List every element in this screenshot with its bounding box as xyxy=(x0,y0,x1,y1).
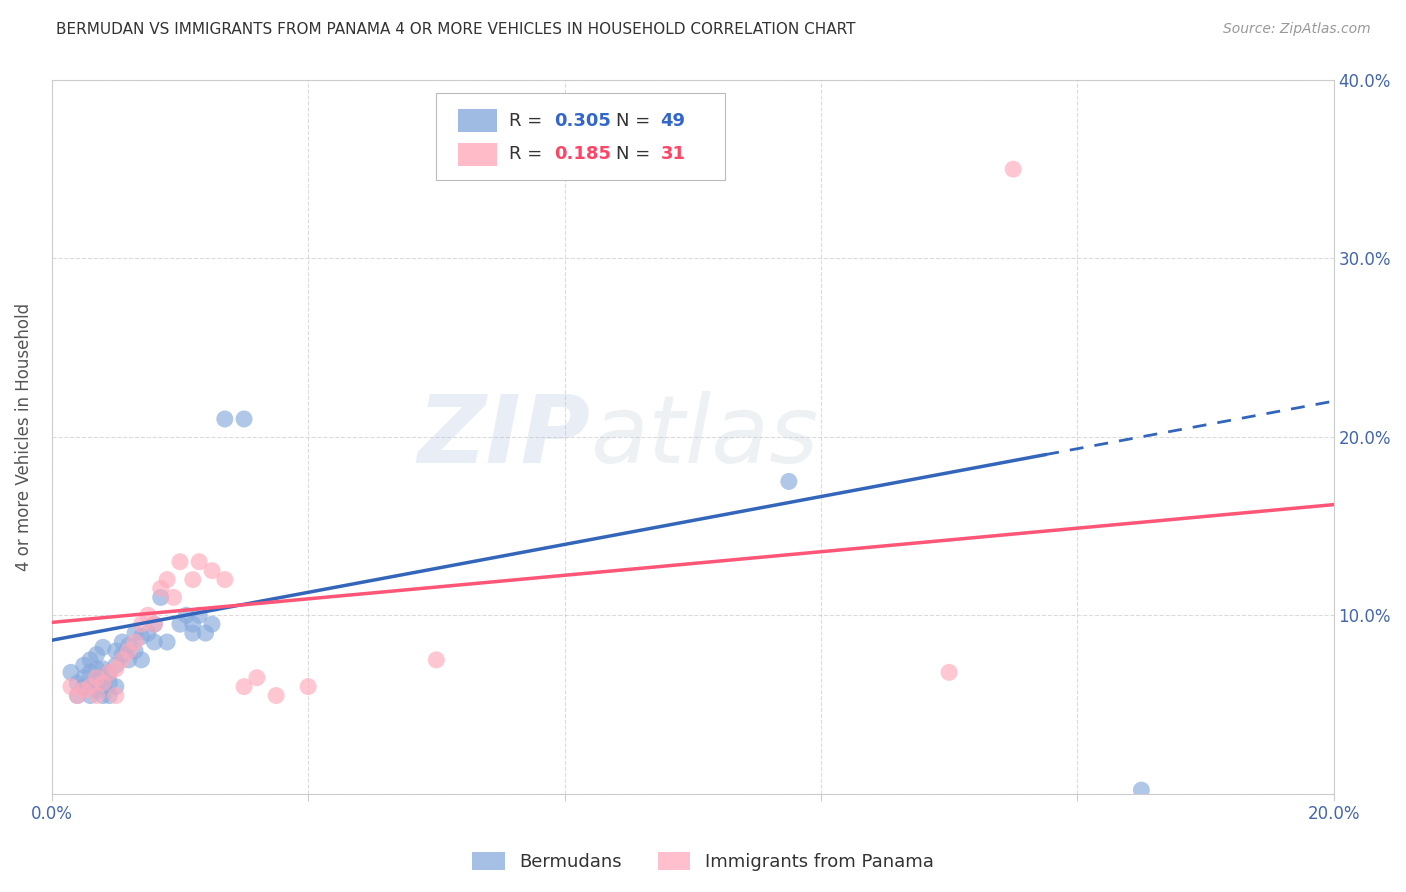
Point xyxy=(104,644,127,658)
Text: 31: 31 xyxy=(661,145,686,163)
Text: 49: 49 xyxy=(661,112,686,129)
Point xyxy=(162,591,184,605)
Point xyxy=(143,617,166,632)
Point xyxy=(136,608,159,623)
Point xyxy=(73,683,96,698)
Point xyxy=(118,639,141,653)
Text: 0.185: 0.185 xyxy=(554,145,612,163)
Point xyxy=(73,658,96,673)
Point xyxy=(176,608,198,623)
Point xyxy=(201,564,224,578)
Text: R =: R = xyxy=(509,145,548,163)
Point xyxy=(98,665,121,680)
Point xyxy=(181,626,204,640)
Point xyxy=(233,680,256,694)
Point xyxy=(1002,162,1025,177)
Point xyxy=(149,582,172,596)
Point xyxy=(104,658,127,673)
Point xyxy=(79,665,101,680)
Point xyxy=(233,412,256,426)
Legend: Bermudans, Immigrants from Panama: Bermudans, Immigrants from Panama xyxy=(465,845,941,879)
Text: atlas: atlas xyxy=(591,392,818,483)
Text: ZIP: ZIP xyxy=(418,391,591,483)
Point xyxy=(59,665,82,680)
Point xyxy=(111,648,134,662)
Text: N =: N = xyxy=(616,112,655,129)
Point xyxy=(79,689,101,703)
Point xyxy=(73,680,96,694)
Point xyxy=(156,573,179,587)
Point xyxy=(91,689,114,703)
Point xyxy=(118,644,141,658)
Point xyxy=(111,653,134,667)
Point xyxy=(201,617,224,632)
Point xyxy=(104,662,127,676)
Point xyxy=(118,653,141,667)
Point xyxy=(79,680,101,694)
Text: R =: R = xyxy=(509,112,548,129)
Point xyxy=(66,676,89,690)
Point xyxy=(169,617,191,632)
Point xyxy=(131,630,153,644)
Bar xyxy=(458,109,496,132)
Point xyxy=(143,617,166,632)
Point xyxy=(66,689,89,703)
Text: Source: ZipAtlas.com: Source: ZipAtlas.com xyxy=(1223,22,1371,37)
Point xyxy=(264,689,287,703)
Point xyxy=(214,573,236,587)
Point xyxy=(246,671,269,685)
Point xyxy=(86,674,108,689)
Point xyxy=(938,665,960,680)
Point xyxy=(136,626,159,640)
Point xyxy=(143,635,166,649)
Bar xyxy=(458,143,496,166)
Point xyxy=(104,689,127,703)
Point xyxy=(124,644,146,658)
Point xyxy=(91,640,114,655)
Text: N =: N = xyxy=(616,145,655,163)
Point xyxy=(79,680,101,694)
Point xyxy=(91,676,114,690)
Text: BERMUDAN VS IMMIGRANTS FROM PANAMA 4 OR MORE VEHICLES IN HOUSEHOLD CORRELATION C: BERMUDAN VS IMMIGRANTS FROM PANAMA 4 OR … xyxy=(56,22,856,37)
Text: 0.305: 0.305 xyxy=(554,112,612,129)
Y-axis label: 4 or more Vehicles in Household: 4 or more Vehicles in Household xyxy=(15,302,32,571)
Point xyxy=(98,665,121,680)
Point xyxy=(778,475,800,489)
Point xyxy=(131,617,153,632)
Point xyxy=(86,683,108,698)
Point xyxy=(104,680,127,694)
Point xyxy=(188,608,211,623)
Point xyxy=(86,662,108,676)
Point xyxy=(66,689,89,703)
Point xyxy=(124,635,146,649)
Point xyxy=(79,653,101,667)
Point xyxy=(214,412,236,426)
Point xyxy=(98,689,121,703)
Point xyxy=(1130,783,1153,797)
Point xyxy=(91,680,114,694)
Point xyxy=(111,635,134,649)
Point xyxy=(86,689,108,703)
Point xyxy=(188,555,211,569)
Point xyxy=(73,671,96,685)
Point xyxy=(91,671,114,685)
Point xyxy=(169,555,191,569)
Point xyxy=(131,653,153,667)
Point xyxy=(149,591,172,605)
Point xyxy=(91,662,114,676)
Point xyxy=(181,617,204,632)
Point xyxy=(86,671,108,685)
Point xyxy=(297,680,319,694)
Point xyxy=(156,635,179,649)
Point xyxy=(181,573,204,587)
Point xyxy=(425,653,447,667)
FancyBboxPatch shape xyxy=(436,93,724,180)
Point xyxy=(124,626,146,640)
Point xyxy=(98,676,121,690)
Point xyxy=(86,648,108,662)
Point xyxy=(59,680,82,694)
Point xyxy=(194,626,217,640)
